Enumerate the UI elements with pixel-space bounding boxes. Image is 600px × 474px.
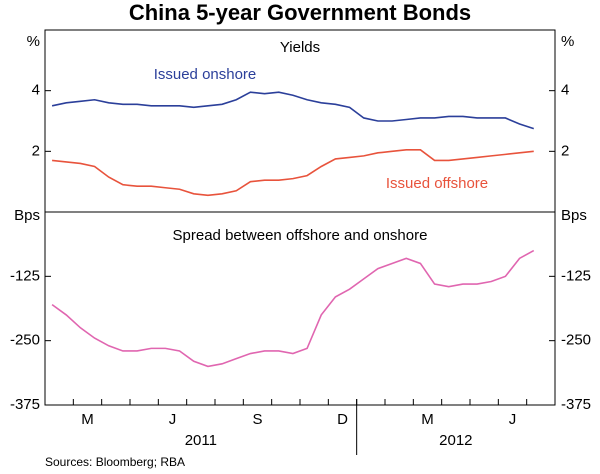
- y2-unit: %: [561, 33, 574, 50]
- panel-subtitle: Spread between offshore and onshore: [173, 227, 428, 244]
- y2-tick-label: -250: [561, 332, 591, 349]
- y2-tick-label: -375: [561, 396, 591, 413]
- y2-tick-label: -125: [561, 267, 591, 284]
- y-tick-label: 2: [32, 142, 40, 159]
- x-tick-label: M: [81, 411, 94, 428]
- series-line: [51, 149, 534, 197]
- series-line: [51, 249, 535, 368]
- y2-tick-label: 4: [561, 82, 569, 99]
- x-tick-label: J: [169, 411, 177, 428]
- series-label: Issued offshore: [386, 175, 488, 192]
- x-tick-label: M: [421, 411, 434, 428]
- y-tick-label: -125: [10, 267, 40, 284]
- y-unit: Bps: [14, 207, 40, 224]
- series-line: [51, 91, 534, 130]
- x-tick-label: J: [509, 411, 517, 428]
- plot-frame: [44, 29, 556, 406]
- y-tick-label: -250: [10, 332, 40, 349]
- series-label: Issued onshore: [154, 66, 257, 83]
- panel-subtitle: Yields: [280, 39, 320, 56]
- y2-unit: Bps: [561, 207, 587, 224]
- y-unit: %: [27, 33, 40, 50]
- source: Sources: Bloomberg; RBA: [45, 455, 185, 469]
- y2-tick-label: 2: [561, 142, 569, 159]
- chart-title: China 5-year Government Bonds: [129, 0, 471, 25]
- x-tick-label: D: [337, 411, 348, 428]
- y-tick-label: -375: [10, 396, 40, 413]
- x-tick-label: S: [252, 411, 262, 428]
- y-tick-label: 4: [32, 82, 40, 99]
- year-label: 2012: [439, 432, 472, 449]
- year-label: 2011: [185, 432, 217, 449]
